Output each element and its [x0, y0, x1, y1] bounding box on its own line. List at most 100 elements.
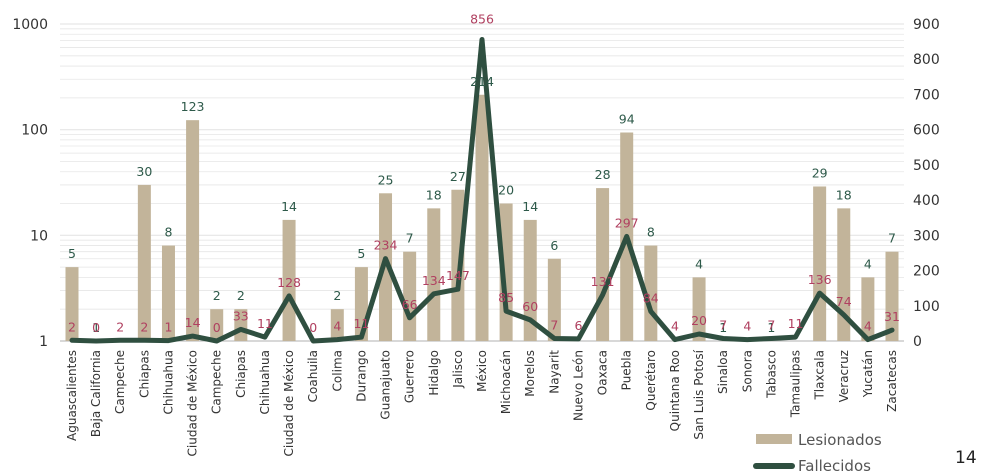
fallecidos-data-label: 6: [574, 318, 582, 333]
category-label: Michoacán: [499, 350, 513, 414]
fallecidos-data-label: 2: [140, 319, 148, 334]
right-axis-tick-label: 500: [913, 158, 940, 174]
lesionados-bar: [161, 245, 175, 341]
lesionados-data-label: 29: [812, 165, 828, 180]
category-label: Oaxaca: [596, 350, 610, 395]
category-label: Sonora: [740, 350, 754, 392]
fallecidos-data-label: 2: [116, 319, 124, 334]
lesionados-data-label: 7: [406, 231, 414, 246]
lesionados-data-label: 1: [719, 320, 727, 335]
legend-label-lesionados: Lesionados: [798, 431, 882, 449]
lesionados-data-label: 30: [136, 164, 152, 179]
fallecidos-data-label: 66: [402, 297, 418, 312]
lesionados-bar: [330, 309, 344, 341]
lesionados-data-label: 18: [836, 187, 852, 202]
lesionados-bar: [210, 309, 224, 341]
lesionados-bar: [475, 94, 489, 341]
lesionados-data-label: 4: [864, 256, 872, 271]
category-label: México: [475, 350, 489, 392]
category-label: Coahuila: [306, 350, 320, 402]
category-label: Jalisco: [451, 350, 465, 389]
lesionados-data-label: 123: [181, 99, 205, 114]
fallecidos-data-label: 1: [164, 320, 172, 335]
lesionados-bar: [427, 208, 441, 341]
category-label: Chiapas: [137, 350, 151, 398]
left-axis-tick-label: 10: [30, 228, 48, 244]
fallecidos-data-label: 14: [185, 315, 201, 330]
fallecidos-line-layer: [69, 37, 895, 344]
fallecidos-data-label: 4: [333, 319, 341, 334]
lesionados-data-label: 25: [378, 172, 394, 187]
lesionados-data-label: 1: [92, 320, 100, 335]
fallecidos-data-label: 4: [671, 319, 679, 334]
fallecidos-data-label: 2: [68, 319, 76, 334]
category-label: Guanajuato: [379, 350, 393, 420]
left-axis-tick-label: 1000: [12, 17, 48, 33]
lesionados-data-label: 14: [281, 199, 297, 214]
fallecidos-data-label: 20: [691, 313, 707, 328]
fallecidos-data-label: 4: [743, 319, 751, 334]
lesionados-data-label: 2: [333, 288, 341, 303]
right-axis-tick-label: 200: [913, 264, 940, 280]
category-label: Durango: [354, 350, 368, 402]
left-axis-ticks: 1 10 100 1000: [12, 17, 48, 350]
category-label: Guerrero: [403, 350, 417, 403]
lesionados-bar: [813, 186, 827, 341]
category-label: Nuevo León: [571, 350, 585, 421]
fallecidos-data-label: 84: [643, 290, 659, 305]
category-label: Tabasco: [764, 350, 778, 399]
lesionados-bar: [379, 193, 393, 341]
category-labels: Aguascalientes Baja California Campeche Chi…: [65, 349, 899, 456]
category-label: Tlaxcala: [813, 350, 827, 401]
right-axis-tick-label: 800: [913, 52, 940, 68]
lesionados-bar: [282, 219, 296, 341]
right-axis-tick-label: 400: [913, 193, 940, 209]
category-label: Veracruz: [837, 350, 851, 402]
fallecidos-data-label: 0: [92, 320, 100, 335]
fallecidos-data-label: 85: [498, 290, 514, 305]
lesionados-bar: [137, 184, 151, 341]
lesionados-data-label: 5: [357, 246, 365, 261]
category-label: Campeche: [210, 350, 224, 414]
category-label: Nayarit: [547, 350, 561, 394]
fallecidos-data-label: 60: [522, 299, 538, 314]
lesionados-bar: [403, 251, 417, 341]
fallecidos-data-label: 11: [788, 316, 804, 331]
category-label: Hidalgo: [427, 350, 441, 396]
lesionados-bar: [523, 219, 537, 341]
fallecidos-data-label: 0: [213, 320, 221, 335]
fallecidos-data-label: 856: [470, 11, 494, 26]
legend-swatch-lesionados: [756, 434, 792, 444]
lesionados-data-label: 27: [450, 169, 466, 184]
fallecidos-data-label: 147: [446, 268, 470, 283]
lesionados-data-label: 8: [164, 225, 172, 240]
lesionados-data-label: 28: [595, 167, 611, 182]
lesionados-data-label: 1: [767, 320, 775, 335]
lesionados-bars: [65, 94, 899, 342]
right-axis-ticks: 0 100 200 300 400 500 600 700 800 900: [913, 17, 940, 350]
category-label: Aguascalientes: [65, 350, 79, 441]
lesionados-bar: [596, 188, 610, 341]
category-label: Puebla: [620, 350, 634, 390]
lesionados-data-label: 2: [213, 288, 221, 303]
legend: Lesionados Fallecidos: [753, 431, 882, 472]
lesionados-data-label: 214: [470, 74, 494, 89]
lesionados-data-label: 20: [498, 183, 514, 198]
fallecidos-data-label: 134: [422, 273, 446, 288]
category-label: San Luis Potosí: [692, 349, 706, 439]
fallecidos-data-label: 31: [884, 309, 900, 324]
lesionados-bar: [885, 251, 899, 341]
right-axis-tick-label: 900: [913, 17, 940, 33]
lesionados-bar: [499, 203, 513, 341]
left-axis-tick-label: 100: [21, 123, 48, 139]
lesionados-bar: [65, 267, 79, 341]
page-number: 14: [955, 448, 977, 468]
category-label: Morelos: [523, 350, 537, 397]
lesionados-bar: [837, 208, 851, 341]
right-axis-tick-label: 300: [913, 228, 940, 244]
fallecidos-data-label: 11: [353, 316, 369, 331]
lesionados-data-label: 7: [888, 231, 896, 246]
fallecidos-data-label: 11: [257, 316, 273, 331]
